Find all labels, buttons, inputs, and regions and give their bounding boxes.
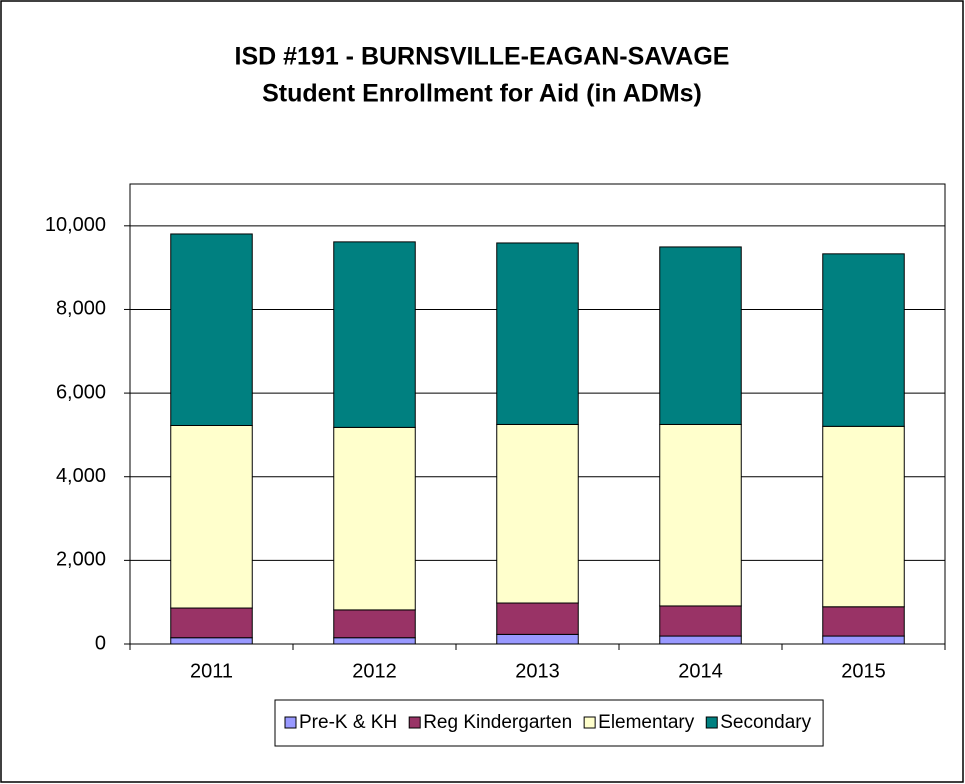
legend-label: Pre-K & KH: [299, 712, 397, 733]
legend-label: Reg Kindergarten: [423, 712, 572, 733]
legend-swatch: [284, 716, 297, 729]
x-tick-label: 2015: [841, 660, 886, 682]
legend-swatch: [705, 716, 718, 729]
legend-box: [274, 699, 824, 747]
legend-label: Elementary: [598, 712, 695, 733]
bar-segment: [170, 637, 253, 645]
bar-segment: [496, 602, 579, 635]
chart-title: ISD #191 - BURNSVILLE-EAGAN-SAVAGE: [235, 43, 730, 71]
y-tick-label: 4,000: [56, 465, 106, 487]
y-tick-label: 0: [95, 632, 106, 654]
chart-subtitle: Student Enrollment for Aid (in ADMs): [262, 80, 702, 108]
legend-label: Secondary: [720, 712, 811, 733]
x-tick-label: 2012: [352, 660, 397, 682]
y-tick-label: 2,000: [56, 549, 106, 571]
legend-swatch: [583, 716, 596, 729]
bar-segment: [496, 242, 579, 425]
bar-segment: [659, 423, 742, 607]
bar-segment: [170, 607, 253, 639]
bar-segment: [333, 637, 416, 645]
bar-segment: [659, 635, 742, 645]
bar-segment: [496, 423, 579, 604]
bar-segment: [822, 425, 905, 608]
bar-segment: [496, 633, 579, 645]
legend-swatch: [408, 716, 421, 729]
bar-segment: [170, 233, 253, 426]
bar-segment: [659, 246, 742, 425]
y-tick-label: 8,000: [56, 298, 106, 320]
bar-segment: [333, 609, 416, 639]
bar-segment: [822, 635, 905, 645]
bar-segment: [822, 253, 905, 427]
bar-segment: [333, 426, 416, 611]
bar-segment: [170, 425, 253, 609]
y-tick-label: 6,000: [56, 381, 106, 403]
x-tick-label: 2011: [190, 660, 233, 682]
bar-segment: [822, 606, 905, 637]
x-tick-label: 2013: [515, 660, 560, 682]
bar-segment: [659, 605, 742, 637]
x-tick-label: 2014: [678, 660, 723, 682]
bar-segment: [333, 241, 416, 428]
y-tick-label: 10,000: [45, 214, 106, 236]
